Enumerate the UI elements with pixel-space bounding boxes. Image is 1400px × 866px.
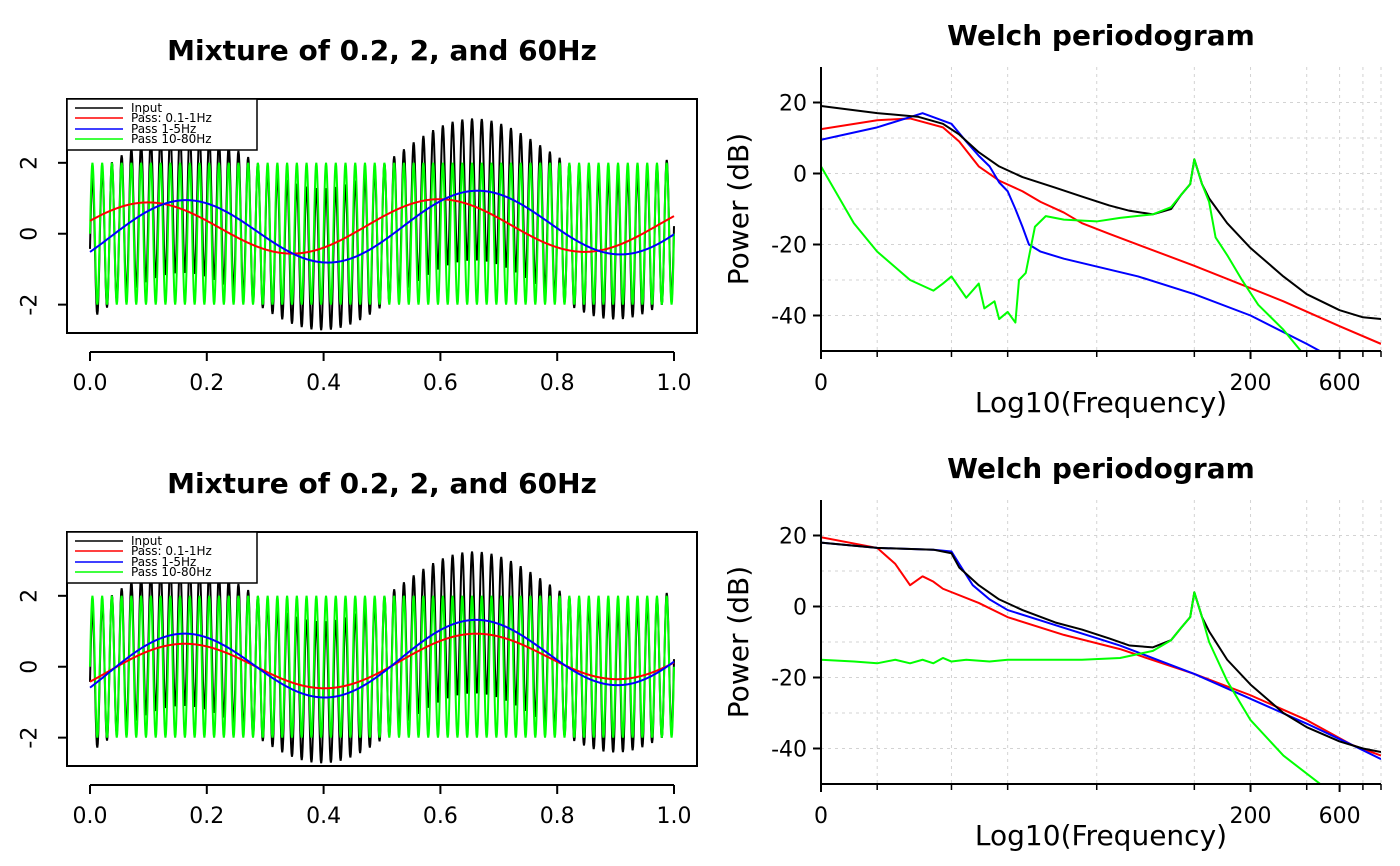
x-tick-label: 0.6 <box>423 371 458 396</box>
series-layer <box>89 551 675 764</box>
chart-title: Welch periodogram <box>947 452 1255 485</box>
y-tick-label: -2 <box>18 727 43 749</box>
series-layer <box>821 536 1381 784</box>
legend-entry: Input <box>131 101 162 115</box>
y-axis: -40 -20 0 20 <box>771 92 821 330</box>
x-tick-label: 0.6 <box>423 804 458 829</box>
panel-bottom-left: Mixture of 0.2, 2, and 60Hz 0.0 0.2 0.4 0.6… <box>18 467 698 829</box>
series-layer <box>821 105 1381 351</box>
y-axis-label: Power (dB) <box>722 566 755 718</box>
series-line-input <box>821 541 1381 754</box>
y-tick-label: -2 <box>18 294 43 316</box>
x-axis-label: Log10(Frequency) <box>975 819 1227 852</box>
y-tick-label: 0 <box>793 596 807 621</box>
y-tick-label: -20 <box>771 667 807 692</box>
x-tick-label: 0.2 <box>189 371 224 396</box>
series-line-pass-1-5hz <box>821 541 1381 761</box>
series-line-pass-10-80hz <box>89 162 675 305</box>
y-tick-label: 0 <box>18 660 43 674</box>
series-layer <box>89 118 675 331</box>
x-axis: 0.0 0.2 0.4 0.6 0.8 1.0 <box>73 784 692 829</box>
series-line-pass-10-80hz <box>89 595 675 738</box>
grid <box>821 67 1382 351</box>
series-line-pass-10-80hz <box>821 158 1303 351</box>
y-axis: -2 0 2 <box>18 156 67 316</box>
x-axis-label: Log10(Frequency) <box>975 386 1227 419</box>
series-line-pass-0-1-1hz <box>821 117 1381 345</box>
x-tick-label: 0.0 <box>73 371 108 396</box>
chart-title: Mixture of 0.2, 2, and 60Hz <box>167 34 597 67</box>
panel-top-right: Welch periodogram 0 200 600 -40 -20 0 20 Log1… <box>722 19 1382 419</box>
y-tick-label: 20 <box>779 525 807 550</box>
chart-title: Welch periodogram <box>947 19 1255 52</box>
x-tick-label: 0 <box>814 371 828 396</box>
legend-entry: Pass 1-5Hz <box>131 122 196 136</box>
series-line-pass-0-1-1hz <box>89 198 675 255</box>
plot-box <box>66 98 698 334</box>
series-line-pass-0-1-1hz <box>821 536 1381 757</box>
x-axis: 0 200 600 <box>814 351 1382 396</box>
series-line-pass-10-80hz <box>821 591 1322 784</box>
series-line-pass-1-5hz <box>89 618 675 699</box>
legend: Input Pass: 0.1-1Hz Pass 1-5Hz Pass 10-8… <box>66 531 258 584</box>
y-tick-label: -20 <box>771 234 807 259</box>
series-line-pass-1-5hz <box>89 189 675 264</box>
x-tick-label: 0.8 <box>540 371 575 396</box>
x-tick-label: 0.4 <box>306 371 341 396</box>
x-axis: 0 200 600 <box>814 784 1382 829</box>
y-tick-label: 2 <box>18 156 43 170</box>
legend: Input Pass: 0.1-1Hz Pass 1-5Hz Pass 10-8… <box>66 98 258 151</box>
x-tick-label: 0.4 <box>306 804 341 829</box>
panel-bottom-right: Welch periodogram 0 200 600 -40 -20 0 20 Log1… <box>722 452 1382 852</box>
y-axis-label: Power (dB) <box>722 133 755 285</box>
x-tick-label: 0.8 <box>540 804 575 829</box>
x-tick-label: 600 <box>1319 371 1361 396</box>
y-axis: -40 -20 0 20 <box>771 525 821 763</box>
x-tick-label: 200 <box>1230 804 1272 829</box>
legend-entry: Pass: 0.1-1Hz <box>131 544 212 558</box>
x-tick-label: 0 <box>814 804 828 829</box>
x-tick-label: 1.0 <box>657 371 692 396</box>
legend-entry: Pass 1-5Hz <box>131 555 196 569</box>
y-tick-label: 20 <box>779 92 807 117</box>
y-tick-label: 0 <box>793 163 807 188</box>
grid <box>821 500 1382 784</box>
y-tick-label: 0 <box>18 227 43 241</box>
x-tick-label: 1.0 <box>657 804 692 829</box>
x-tick-label: 0.2 <box>189 804 224 829</box>
series-line-pass-1-5hz <box>821 112 1322 351</box>
legend-box <box>66 531 258 584</box>
y-tick-label: -40 <box>771 305 807 330</box>
chart-title: Mixture of 0.2, 2, and 60Hz <box>167 467 597 500</box>
x-tick-label: 0.0 <box>73 804 108 829</box>
panel-top-left: Mixture of 0.2, 2, and 60Hz 0.0 0.2 0.4 0.6… <box>18 34 698 396</box>
legend-entry: Pass 10-80Hz <box>131 132 212 146</box>
y-tick-label: -40 <box>771 738 807 763</box>
x-tick-label: 200 <box>1230 371 1272 396</box>
plot-box <box>66 531 698 767</box>
x-axis: 0.0 0.2 0.4 0.6 0.8 1.0 <box>73 351 692 396</box>
y-axis: -2 0 2 <box>18 589 67 749</box>
x-tick-label: 600 <box>1319 804 1361 829</box>
legend-entry: Pass: 0.1-1Hz <box>131 111 212 125</box>
series-line-pass-0-1-1hz <box>89 632 675 690</box>
legend-entry: Input <box>131 534 162 548</box>
legend-entry: Pass 10-80Hz <box>131 565 212 579</box>
y-tick-label: 2 <box>18 589 43 603</box>
